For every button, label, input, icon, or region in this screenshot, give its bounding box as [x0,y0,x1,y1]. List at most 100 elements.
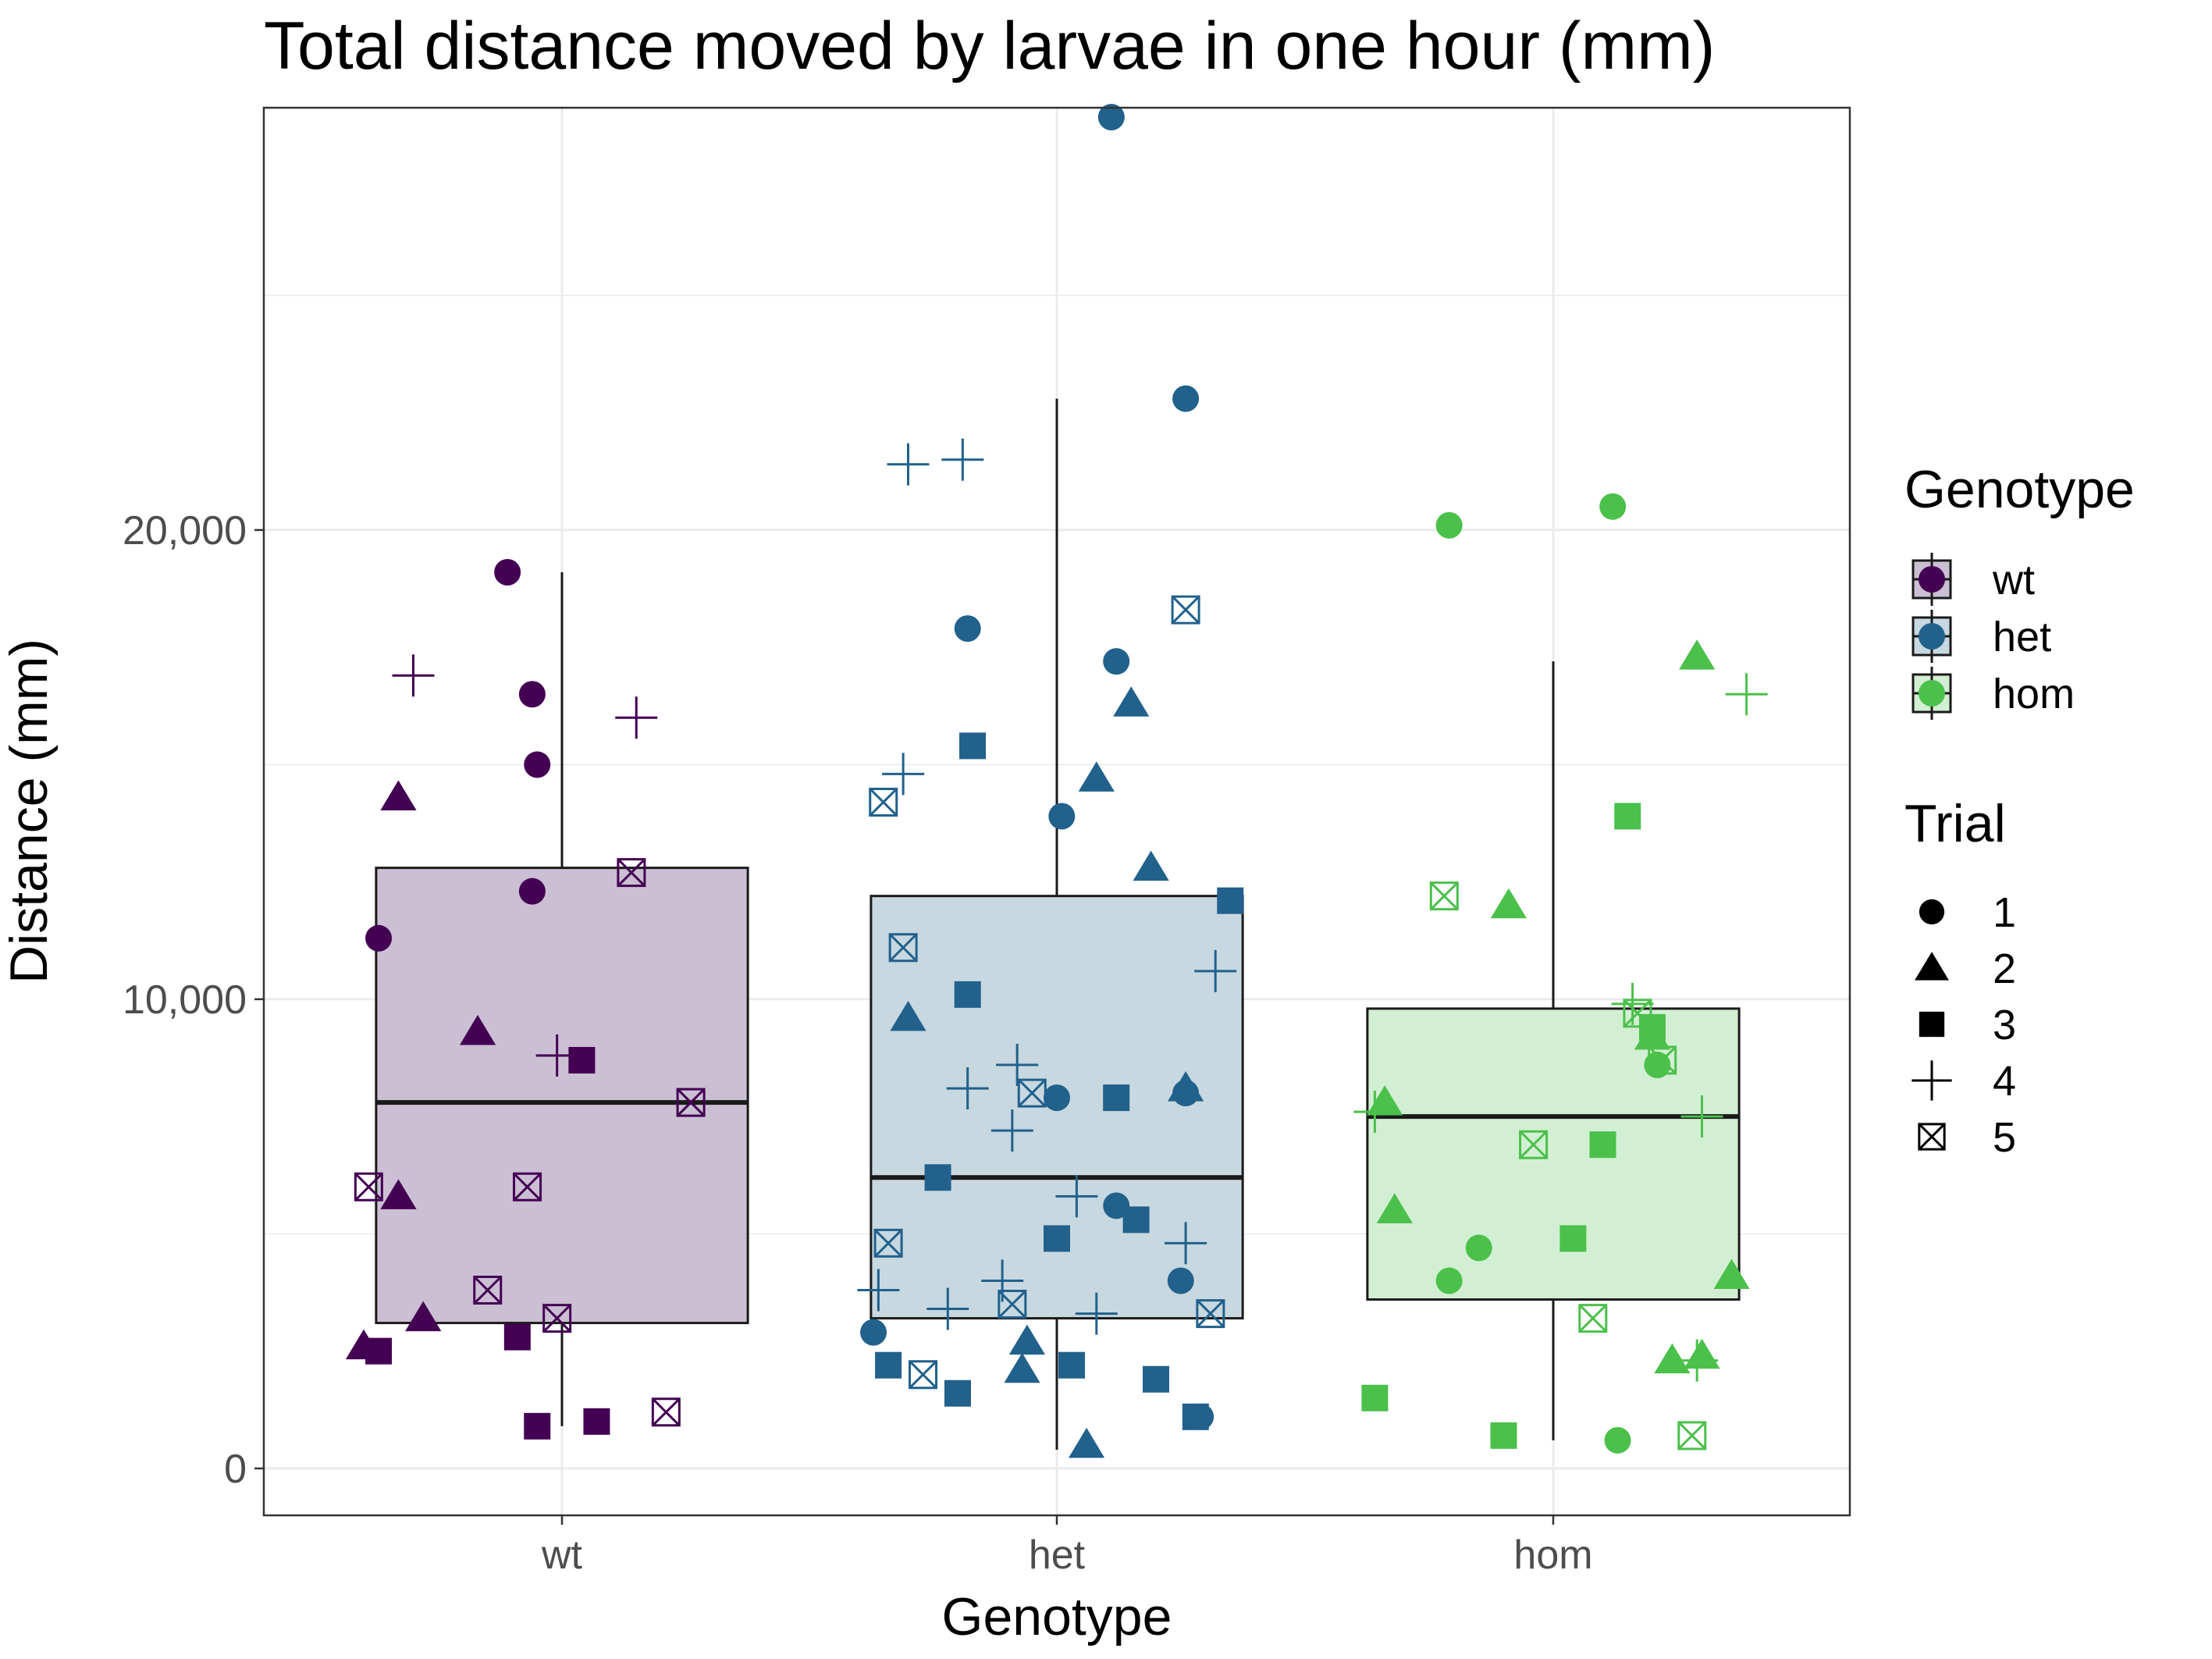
trial-2-point [1113,686,1150,717]
trial-5-point [1648,1045,1677,1075]
trial-5-point [676,1088,706,1117]
trial-1-point [524,751,551,778]
chart-title: Total distance moved by larvae in one ho… [264,9,1715,84]
trial-2-point [1078,761,1115,792]
legend-label-trial-3: 3 [1993,1002,2016,1048]
box-hom [1366,1007,1741,1301]
trial-3-point [583,1408,610,1435]
trial-5-point [1429,881,1459,911]
y-axis-title: Distance (mm) [0,639,59,984]
trial-1-point [1044,1084,1070,1112]
trial-4-point [1353,1091,1396,1134]
trial-2-point [1684,1338,1720,1369]
trial-5-point [617,858,646,888]
trial-4-point [1075,1292,1118,1335]
legend-trial-title: Trial [1904,794,2006,853]
x-tick-label: hom [1513,1533,1592,1578]
trial-4-point [615,696,658,739]
trial-3-point [568,1047,596,1074]
trial-4-point [857,1269,900,1312]
legend: Genotype wt het hom Trial 1 2 3 4 5 [1904,460,2135,1161]
trial-3-point [944,1380,971,1407]
trial-2-point [1008,1324,1045,1355]
legend-key-het [1911,610,1952,663]
trial-1-point [1097,104,1125,131]
trial-2-point [1915,952,1949,981]
trial-2-point [1069,1427,1105,1458]
trial-1-point [1435,511,1463,539]
legend-point-swatch [1919,623,1945,650]
trial-1-point [518,681,546,708]
trial-1-point [1599,493,1627,520]
trial-5-point [1171,595,1200,625]
trial-4-point [887,443,930,486]
legend-genotype-title: Genotype [1904,460,2135,519]
trial-5-point [888,933,918,963]
trial-3-point [875,1351,902,1379]
trial-3-point [1058,1351,1086,1379]
legend-label-trial-1: 1 [1993,889,2016,936]
trial-4-point [1055,1175,1098,1218]
trial-3-point [1589,1131,1616,1159]
trial-4-point [996,1044,1039,1087]
legend-label-trial-4: 4 [1993,1058,2016,1105]
trial-4-point [1194,949,1237,992]
trial-2-point [1004,1352,1040,1383]
trial-5-point [513,1172,542,1202]
trial-1-point [1465,1234,1492,1262]
trial-2-point [1133,850,1169,881]
legend-label-trial-5: 5 [1993,1114,2016,1161]
trial-3-point [924,1164,951,1191]
trial-5-point [1017,1078,1047,1108]
trial-1-point [518,878,546,905]
trial-2-point [1490,888,1527,919]
trial-3-point [1919,1011,1945,1038]
trial-5-point [998,1290,1027,1319]
trial-1-point [954,615,981,643]
trial-4-point [926,1287,969,1330]
legend-key-wt [1911,553,1952,606]
legend-label-het: het [1993,614,2051,660]
trial-2-point [1713,1258,1750,1289]
trial-4-point [1911,1060,1952,1101]
trial-1-point [365,924,393,952]
trial-3-point [1490,1422,1517,1449]
trial-5-point [1519,1130,1549,1159]
trial-5-point [354,1172,383,1202]
y-tick-label: 10,000 [123,977,247,1023]
trial-4-point [1676,1339,1719,1382]
trial-2-point [1679,639,1716,670]
trial-5-point [542,1304,572,1333]
legend-label-hom: hom [1993,671,2075,717]
trial-1-point [494,558,521,586]
legend-point-swatch [1919,680,1945,707]
trial-2-point [380,1179,417,1209]
trial-5-point [909,1360,938,1390]
trial-3-point [1103,1084,1130,1112]
trial-3-point [1559,1225,1587,1252]
trial-4-point [990,1109,1033,1152]
trial-3-point [365,1337,393,1365]
trial-5-point [873,1228,903,1258]
trial-1-point [1048,803,1076,830]
boxes-layer [375,398,1741,1450]
trial-4-point [1165,1222,1207,1265]
trial-1-point [860,1319,887,1346]
trial-2-point [890,1000,926,1031]
trial-1-point [1435,1267,1463,1294]
trial-4-point [1725,673,1768,716]
trial-1-point [1103,648,1130,675]
trial-4-point [946,1067,989,1110]
trial-5-point [869,787,898,817]
legend-key-hom [1911,667,1952,720]
trial-3-point [1614,803,1641,830]
legend-label-trial-2: 2 [1993,945,2016,992]
trial-1-point [1919,899,1945,925]
box-wt [375,867,749,1325]
trial-5-point [1578,1304,1608,1333]
trial-3-point [1361,1384,1389,1412]
trial-3-point [503,1323,531,1351]
trial-3-point [524,1412,551,1440]
trial-3-point [1143,1365,1169,1393]
